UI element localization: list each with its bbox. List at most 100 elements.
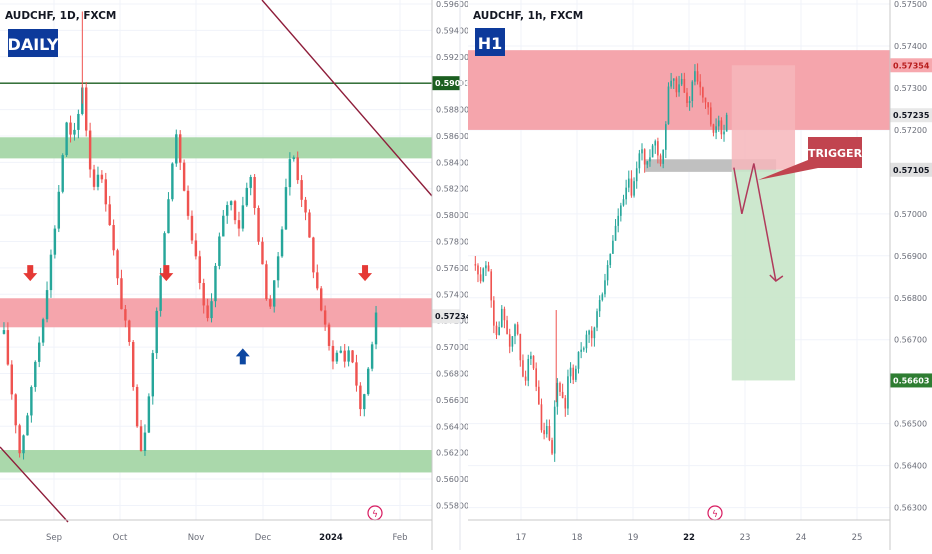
candle-body	[667, 86, 670, 125]
candle-body	[683, 78, 686, 93]
candle-body	[65, 122, 68, 156]
y-tick-label: 0.59200	[436, 53, 469, 62]
x-tick-label: Feb	[392, 533, 407, 543]
candle-body	[511, 336, 514, 347]
candle-body	[646, 161, 649, 165]
h1-grid	[468, 0, 890, 520]
y-tick-label: 0.57200	[894, 126, 927, 135]
candle-body	[709, 107, 712, 125]
candle-body	[630, 178, 633, 196]
candle-body	[175, 134, 178, 164]
candle-body	[659, 155, 662, 164]
y-tick-label: 0.56800	[894, 294, 927, 303]
candle-body	[662, 149, 664, 164]
candle-body	[69, 122, 72, 135]
candle-body	[276, 256, 280, 281]
candle-body	[596, 311, 598, 328]
price-label: 0.59000	[435, 79, 472, 88]
x-tick-label: 25	[852, 533, 863, 543]
candle-body	[272, 280, 276, 307]
x-tick-label: 24	[796, 533, 807, 543]
candle-body	[588, 330, 590, 335]
candle-body	[265, 264, 268, 300]
candle-body	[559, 382, 561, 392]
daily-badge: DAILY	[8, 35, 59, 54]
h1-symbol-label: AUDCHF, 1h, FXCM	[473, 10, 583, 22]
candle-body	[124, 309, 127, 321]
x-tick-label: Dec	[255, 533, 272, 543]
buy-arrow-icon	[235, 348, 250, 365]
candle-body	[53, 228, 57, 255]
candle-body	[339, 350, 343, 353]
candle-body	[614, 225, 617, 241]
candle-body	[167, 199, 170, 234]
candle-body	[477, 265, 479, 275]
candle-body	[633, 181, 635, 196]
candle-body	[366, 368, 370, 395]
candle-body	[688, 100, 691, 104]
candle-body	[704, 97, 707, 103]
candle-body	[723, 131, 725, 135]
x-tick-label: Nov	[188, 533, 205, 543]
candle-body	[112, 225, 115, 251]
candle-body	[6, 330, 10, 365]
y-tick-label: 0.56300	[894, 504, 927, 513]
candle-body	[561, 391, 564, 399]
candle-body	[672, 78, 675, 81]
candle-body	[319, 288, 323, 311]
candle-body	[351, 350, 354, 363]
candle-body	[503, 308, 506, 321]
candle-body	[104, 179, 108, 205]
candle-body	[143, 432, 147, 451]
candle-body	[14, 394, 17, 426]
candle-body	[316, 272, 319, 289]
y-tick-label: 0.56000	[436, 475, 469, 484]
daily-symbol-label: AUDCHF, 1D, FXCM	[5, 10, 116, 22]
candle-body	[538, 386, 540, 405]
candle-body	[665, 124, 667, 150]
candle-body	[147, 396, 151, 433]
price-label: 0.57234	[435, 312, 472, 321]
candle-body	[593, 327, 596, 339]
candle-body	[288, 159, 292, 188]
candle-body	[218, 236, 221, 266]
candle-body	[194, 240, 198, 257]
candle-body	[163, 233, 166, 276]
daily-trendline-upper	[261, 0, 433, 197]
candle-body	[717, 120, 720, 127]
candle-body	[485, 265, 487, 269]
candle-body	[182, 162, 186, 191]
candle-body	[225, 205, 229, 216]
h1-time-axis: 17 18 19 22 23 24 25	[516, 533, 863, 543]
y-tick-label: 0.56900	[894, 252, 927, 261]
x-tick-label: 18	[572, 533, 583, 543]
candle-body	[564, 398, 567, 409]
candle-body	[331, 345, 335, 362]
y-tick-label: 0.58800	[436, 106, 469, 115]
candle-body	[41, 319, 45, 343]
price-label-box	[432, 76, 460, 91]
y-tick-label: 0.57000	[436, 343, 469, 352]
candle-body	[535, 368, 537, 387]
candle-body	[590, 330, 593, 339]
candle-body	[49, 254, 53, 291]
y-tick-label: 0.56700	[894, 336, 927, 345]
x-tick-label: 17	[516, 533, 527, 543]
candle-body	[100, 174, 104, 180]
candle-body	[327, 324, 331, 346]
y-tick-label: 0.56200	[436, 449, 469, 458]
y-tick-label: 0.56400	[436, 422, 469, 431]
candle-body	[155, 310, 158, 354]
candle-body	[73, 129, 76, 135]
candle-body	[186, 190, 190, 216]
candle-body	[575, 368, 577, 380]
h1-event-bolt: ϟ	[712, 510, 718, 520]
candle-body	[620, 205, 622, 216]
candle-body	[712, 124, 715, 133]
candle-body	[643, 149, 646, 165]
price-label-box	[890, 373, 932, 388]
candle-body	[347, 350, 350, 362]
candle-body	[214, 265, 217, 302]
candle-body	[10, 364, 14, 395]
